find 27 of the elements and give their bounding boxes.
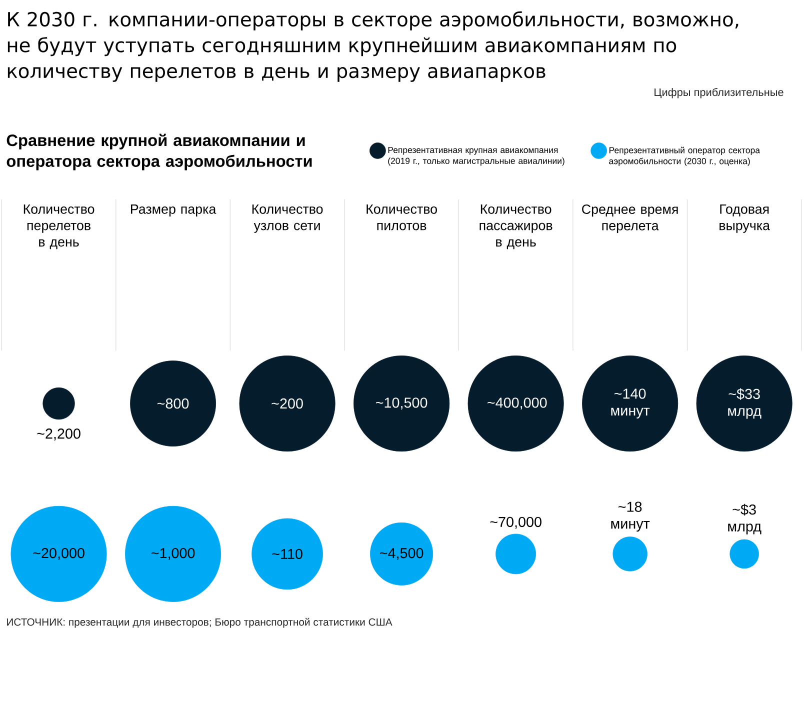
category-label: Годовая выручка — [720, 204, 770, 233]
data-label: ~10,500 — [376, 397, 428, 410]
legend-label: Репрезентативная крупная авиакомпания (2019 г., только магистральные авиалинии) — [388, 146, 564, 166]
legend-label: Репрезентативный оператор сектора аэромобильности (2030 г., оценка) — [609, 146, 760, 166]
category-label: Количество перелетов в день — [24, 204, 94, 249]
text: Сравнение крупной авиакомпании и оператора сектора аэромобильности — [6, 134, 312, 170]
data-label: ~2,200 — [37, 428, 80, 440]
data-label: ~4,500 — [380, 548, 424, 560]
data-label: ~$3 млрд — [728, 504, 762, 534]
text: ИСТОЧНИК: презентации для инвесторов; Бюро транспортной статистики США — [7, 618, 392, 628]
data-label: ~$33 млрд — [728, 388, 762, 419]
data-label: ~110 — [272, 548, 302, 559]
category-label: Количество узлов сети — [252, 204, 323, 233]
data-label: ~70,000 — [490, 516, 542, 529]
category-label: Количество пассажиров в день — [480, 204, 552, 249]
data-label: ~200 — [272, 398, 303, 408]
data-label: ~18 минут — [611, 501, 650, 532]
data-label: ~800 — [157, 398, 189, 408]
data-label: ~1,000 — [151, 548, 195, 560]
category-label: Количество пилотов — [366, 204, 437, 230]
data-label: ~140 минут — [611, 388, 650, 418]
text: Цифры приблизительные — [654, 88, 784, 98]
data-label: ~20,000 — [33, 548, 84, 560]
category-label: Среднее время перелета — [582, 204, 678, 233]
data-label: ~400,000 — [488, 397, 547, 410]
category-label: Размер парка — [131, 204, 216, 216]
text: К 2030 г. компании-операторы в секторе аэромобильности, возможно, не будут уступать сегодняшним крупнейшим авиакомпаниям по количеству перелетов в день и размеру авиапарков — [8, 11, 738, 82]
